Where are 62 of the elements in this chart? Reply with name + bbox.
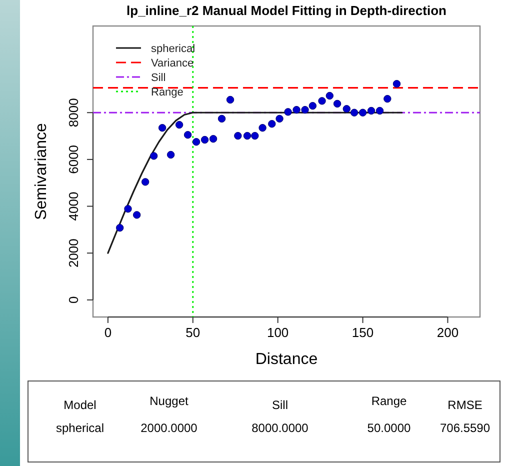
text: Nugget — [150, 394, 190, 408]
x-tick-label: 200 — [436, 325, 459, 340]
text: 50.0000 — [367, 421, 412, 435]
point — [184, 131, 192, 139]
point — [301, 106, 309, 114]
legend-label: Sill — [151, 72, 166, 84]
point — [268, 120, 276, 128]
point — [132, 211, 141, 219]
point — [358, 108, 367, 116]
chart-title: lp_inline_r2 Manual Model Fitting in Depth-direction — [126, 3, 447, 18]
point — [333, 100, 342, 108]
point — [284, 108, 292, 116]
text: 2000.0000 — [140, 421, 198, 435]
line-series — [107, 112, 403, 254]
point — [318, 97, 326, 105]
point — [150, 152, 158, 160]
point — [209, 134, 218, 143]
legend-label: spherical — [151, 43, 196, 55]
y-tick-label: 4000 — [66, 192, 81, 221]
point — [350, 108, 358, 116]
x-axis-title: Distance — [255, 351, 318, 368]
point — [292, 106, 300, 114]
point — [392, 80, 401, 88]
ref-line-label: Range — [151, 86, 184, 98]
x-tick-label: 0 — [104, 325, 112, 340]
point — [166, 150, 175, 159]
y-tick-label: 6000 — [66, 144, 81, 174]
y-axis-title: Semivariance — [33, 122, 50, 220]
point — [367, 106, 376, 115]
point — [258, 124, 266, 132]
legend-label: Variance — [151, 58, 194, 70]
text: Range — [371, 394, 407, 408]
point — [141, 178, 150, 186]
point — [276, 114, 284, 123]
text: Sill — [272, 398, 288, 412]
text: RMSE — [448, 398, 482, 412]
point — [226, 96, 234, 104]
point — [192, 138, 200, 146]
text: 8000.0000 — [252, 421, 309, 435]
point — [116, 224, 124, 232]
x-tick-label: 50 — [186, 325, 200, 340]
point — [200, 136, 209, 144]
x-tick-label: 150 — [352, 325, 374, 340]
point — [251, 132, 259, 140]
text: Model — [64, 398, 96, 412]
y-tick-label: 0 — [66, 296, 81, 304]
point — [124, 204, 132, 213]
point — [376, 106, 384, 115]
point — [158, 124, 166, 132]
x-tick-label: 100 — [266, 325, 289, 340]
point — [308, 102, 317, 110]
point — [243, 132, 252, 140]
point — [175, 120, 184, 129]
y-tick-label: 8000 — [66, 98, 81, 128]
y-tick-label: 2000 — [66, 238, 81, 268]
text: spherical — [56, 421, 104, 435]
point — [342, 105, 350, 113]
text: 706.5590 — [440, 421, 490, 435]
point — [218, 114, 226, 123]
point — [326, 92, 334, 100]
point — [384, 94, 392, 103]
point — [234, 132, 242, 140]
